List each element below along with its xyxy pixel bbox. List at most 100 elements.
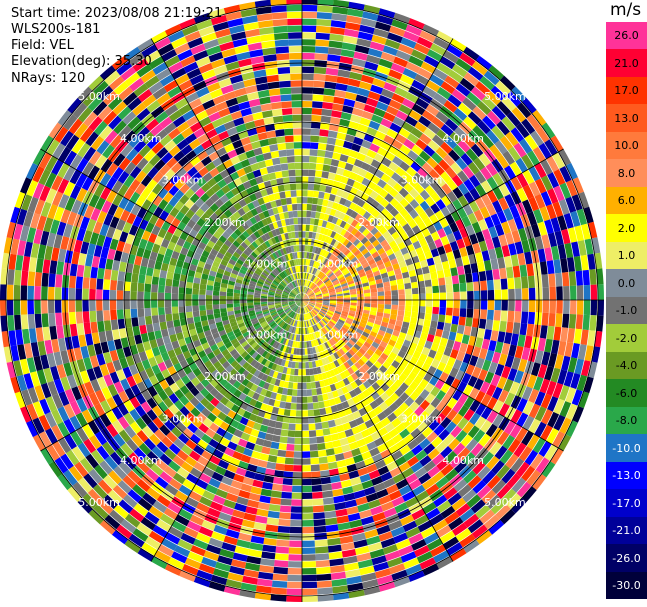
range-gate [541,175,553,191]
range-gate [311,260,315,267]
range-gate [496,376,507,390]
range-gate [386,128,399,139]
range-gate [276,327,282,334]
range-gate [181,461,194,473]
range-gate [32,434,46,451]
range-gate [392,472,405,484]
range-gate [254,302,261,305]
range-gate [432,453,445,466]
range-gate [524,335,533,349]
range-gate [350,336,358,344]
range-gate [342,377,350,386]
range-gate [426,333,435,343]
range-gate [297,294,302,300]
range-gate [185,133,197,144]
range-gate [396,278,404,285]
range-gate [359,24,375,35]
range-gate [193,461,206,473]
range-gate [271,261,278,268]
range-gate [329,33,344,42]
range-gate [255,176,264,185]
range-gate [304,286,307,293]
range-gate [288,318,293,325]
range-gate [353,159,364,168]
range-gate [210,212,220,222]
range-gate [502,434,515,450]
range-gate [342,353,350,362]
range-gate [288,301,295,303]
range-gate [190,545,206,557]
range-gate [250,535,265,544]
range-gate [158,412,169,424]
range-gate [312,190,320,198]
range-gate [278,519,291,527]
range-gate [433,221,443,232]
range-gate [302,286,305,293]
range-gate [204,198,215,208]
range-gate [264,326,271,333]
range-gate [304,252,307,259]
range-gate [434,238,443,249]
range-gate [161,351,170,362]
range-gate [467,212,478,225]
range-gate [395,478,409,490]
range-gate [295,334,299,341]
range-gate [453,479,468,492]
range-gate [519,446,533,462]
range-gate [363,265,371,272]
range-gate [504,392,516,406]
range-gate [289,303,296,307]
range-gate [378,494,392,505]
range-gate [466,282,474,292]
range-gate [310,274,315,282]
range-gate [319,329,325,336]
range-gate [570,210,581,227]
range-gate [335,424,345,433]
range-gate [117,271,126,282]
range-gate [541,461,556,478]
range-gate [353,277,361,283]
range-gate [75,311,83,324]
range-gate [182,24,199,37]
range-gate [302,300,305,307]
range-gate [347,280,355,285]
range-gate [210,193,220,203]
range-gate [341,147,351,156]
range-gate [355,284,363,289]
range-gate [110,451,123,466]
range-gate [377,124,390,135]
range-gate [237,383,246,393]
range-gate [489,144,502,159]
range-gate [428,349,437,359]
range-gate [519,264,528,277]
range-gate [583,206,594,224]
range-gate [490,374,501,387]
range-gate [141,230,151,241]
range-gate [328,262,335,269]
range-gate [205,461,218,472]
range-gate [290,347,295,355]
range-gate [411,365,421,375]
range-gate [452,442,466,456]
range-gate [52,393,64,409]
range-gate [234,313,242,318]
range-gate [150,463,164,476]
range-gate [341,191,350,200]
range-gate [280,429,289,437]
range-gate [320,476,331,485]
range-gate [439,217,449,229]
range-gate [397,283,405,290]
range-gate [376,65,391,76]
range-gate [589,315,597,331]
range-gate [302,296,308,300]
range-gate [392,116,405,128]
range-gate [392,263,400,271]
range-gate [262,287,269,291]
range-gate [390,526,406,538]
range-gate [138,144,152,158]
range-gate [383,308,391,314]
range-gate [302,279,305,286]
range-gate [159,270,168,279]
range-gate [178,156,190,167]
range-gate [398,305,405,311]
